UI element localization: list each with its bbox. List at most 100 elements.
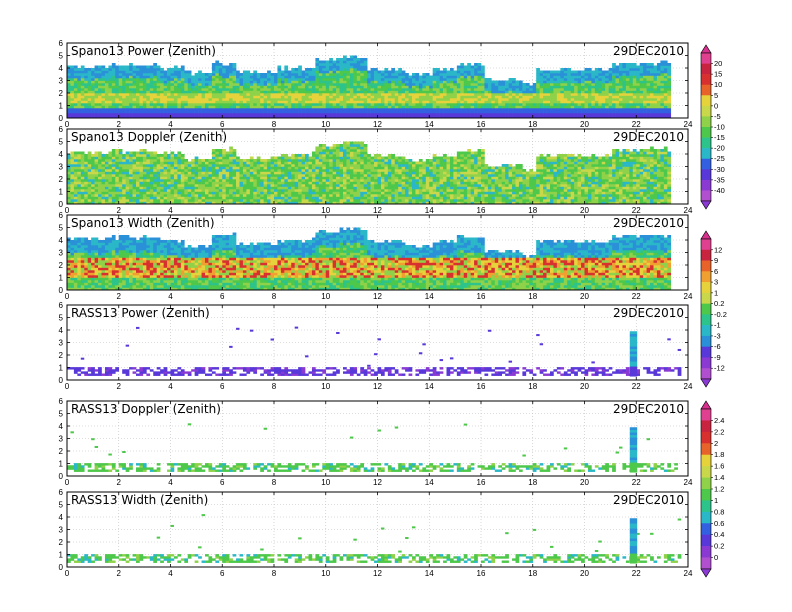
data-cell bbox=[111, 73, 116, 76]
data-cell bbox=[122, 100, 126, 104]
data-cell bbox=[391, 73, 396, 76]
data-cell bbox=[656, 115, 661, 118]
data-cell bbox=[291, 171, 295, 175]
data-cell bbox=[322, 88, 327, 91]
data-cell bbox=[122, 166, 126, 170]
data-cell bbox=[98, 70, 102, 74]
data-cell bbox=[229, 176, 233, 180]
data-cell bbox=[380, 103, 385, 106]
data-cell bbox=[412, 88, 416, 91]
data-cell bbox=[215, 60, 220, 64]
data-cell bbox=[101, 110, 106, 114]
data-cell bbox=[356, 73, 361, 76]
data-cell bbox=[418, 110, 423, 114]
data-cell bbox=[636, 85, 640, 89]
data-cell bbox=[284, 179, 289, 182]
data-cell bbox=[242, 199, 247, 202]
data-cell bbox=[667, 83, 672, 86]
data-cell bbox=[98, 115, 102, 118]
data-cell bbox=[315, 115, 320, 118]
data-cell bbox=[122, 191, 126, 195]
data-cell bbox=[132, 95, 137, 99]
data-cell bbox=[208, 103, 213, 106]
data-cell bbox=[536, 98, 540, 101]
data-cell bbox=[270, 103, 275, 106]
data-cell bbox=[301, 174, 306, 177]
data-cell bbox=[73, 88, 78, 91]
data-cell bbox=[398, 100, 402, 104]
data-cell bbox=[391, 115, 396, 118]
data-cell bbox=[67, 164, 71, 167]
data-cell bbox=[301, 154, 306, 157]
data-cell bbox=[639, 83, 644, 86]
data-cell bbox=[218, 70, 223, 74]
data-cell bbox=[311, 78, 316, 81]
data-cell bbox=[394, 98, 399, 101]
data-cell bbox=[425, 93, 430, 96]
data-cell bbox=[115, 191, 120, 195]
data-cell bbox=[129, 154, 133, 157]
data-cell bbox=[198, 164, 202, 167]
data-cell bbox=[439, 95, 444, 99]
data-cell bbox=[194, 174, 199, 177]
data-cell bbox=[343, 105, 347, 109]
data-cell bbox=[211, 159, 216, 162]
data-cell bbox=[498, 93, 502, 96]
data-cell bbox=[122, 90, 126, 94]
data-cell bbox=[622, 95, 627, 99]
data-cell bbox=[67, 68, 71, 71]
data-cell bbox=[256, 90, 261, 94]
data-cell bbox=[481, 68, 485, 71]
data-cell bbox=[356, 113, 361, 116]
data-cell bbox=[598, 78, 603, 81]
data-cell bbox=[70, 161, 75, 165]
data-cell bbox=[343, 78, 347, 81]
data-cell bbox=[353, 70, 358, 74]
data-cell bbox=[198, 80, 202, 84]
data-cell bbox=[305, 164, 309, 167]
data-cell bbox=[205, 176, 209, 180]
data-cell bbox=[139, 179, 144, 182]
data-cell bbox=[525, 95, 530, 99]
data-cell bbox=[453, 113, 458, 116]
data-cell bbox=[80, 184, 85, 187]
data-cell bbox=[108, 98, 113, 101]
data-cell bbox=[187, 181, 192, 185]
data-cell bbox=[146, 151, 151, 155]
data-cell bbox=[211, 164, 216, 167]
data-cell bbox=[467, 98, 471, 101]
data-cell bbox=[587, 98, 592, 101]
data-cell bbox=[380, 98, 385, 101]
data-cell bbox=[256, 189, 261, 192]
data-cell bbox=[349, 110, 354, 114]
data-cell bbox=[456, 83, 461, 86]
data-cell bbox=[153, 179, 157, 182]
data-cell bbox=[211, 156, 216, 160]
data-cell bbox=[456, 88, 461, 91]
data-cell bbox=[184, 103, 189, 106]
data-cell bbox=[84, 68, 88, 71]
data-cell bbox=[280, 108, 285, 111]
data-cell bbox=[570, 90, 575, 94]
data-cell bbox=[122, 161, 126, 165]
data-cell bbox=[108, 80, 113, 84]
data-cell bbox=[104, 179, 109, 182]
data-cell bbox=[122, 169, 126, 172]
data-cell bbox=[505, 108, 509, 111]
data-cell bbox=[98, 181, 102, 185]
data-cell bbox=[136, 184, 140, 187]
data-cell bbox=[353, 88, 358, 91]
data-cell bbox=[315, 70, 320, 74]
data-cell bbox=[239, 174, 244, 177]
data-cell bbox=[253, 181, 258, 185]
data-cell bbox=[374, 115, 378, 118]
data-cell bbox=[456, 103, 461, 106]
data-cell bbox=[294, 103, 299, 106]
data-cell bbox=[191, 179, 195, 182]
data-cell bbox=[329, 90, 333, 94]
data-cell bbox=[291, 174, 295, 177]
data-cell bbox=[253, 98, 258, 101]
data-cell bbox=[653, 100, 658, 104]
data-cell bbox=[615, 73, 620, 76]
data-cell bbox=[546, 73, 551, 76]
